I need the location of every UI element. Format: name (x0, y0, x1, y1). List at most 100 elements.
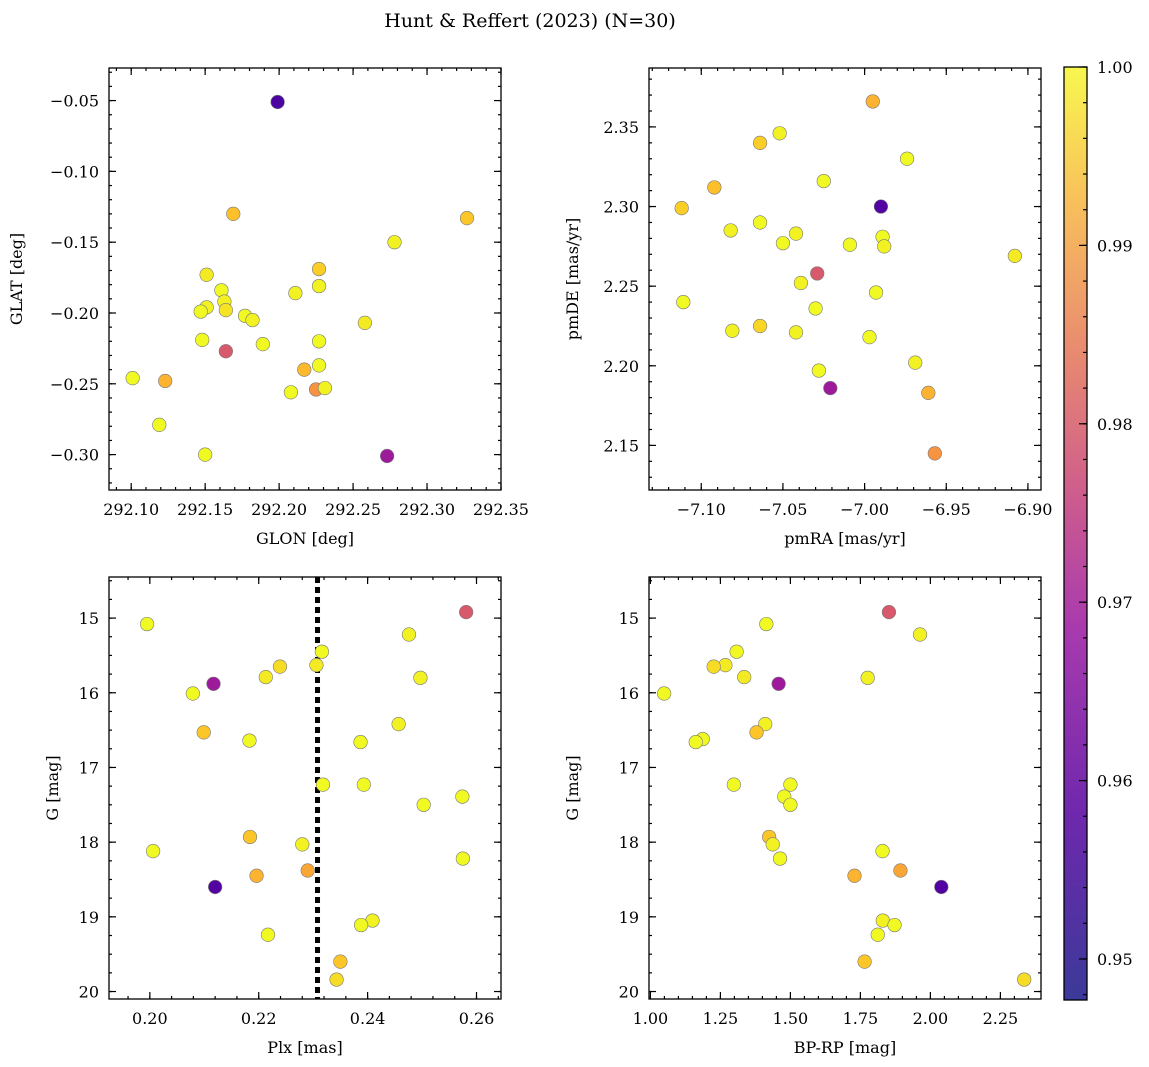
data-point (752, 135, 768, 150)
data-point (140, 616, 155, 632)
y-tick-label: −0.15 (50, 233, 99, 252)
data-point (245, 312, 260, 328)
data-point (1007, 248, 1022, 264)
y-tick-label: −0.05 (50, 92, 99, 111)
x-tick-label: −6.95 (922, 500, 971, 519)
x-tick-label: 292.25 (325, 500, 381, 519)
data-point (810, 266, 825, 281)
data-point (455, 789, 470, 804)
data-point (865, 94, 880, 109)
data-point (808, 301, 823, 316)
data-point (329, 972, 344, 987)
data-point (208, 879, 223, 895)
data-point (706, 659, 721, 674)
panel-pmra-pmde: −7.10 −7.05 −7.00 −6.95 −6.90 2.15 2.20 2.25 2.3… (563, 67, 1052, 548)
data-point (255, 337, 270, 352)
data-point (158, 373, 173, 389)
data-point (311, 278, 327, 294)
data-point (317, 380, 333, 396)
x-tick-label: 0.22 (241, 1009, 277, 1028)
data-point (300, 863, 315, 878)
y-tick-label: 2.15 (603, 436, 639, 455)
colorbar-tick-label: 0.95 (1097, 950, 1133, 969)
data-point (199, 267, 214, 282)
data-point (260, 927, 276, 942)
data-point (1017, 972, 1032, 987)
y-tick-label: 15 (619, 609, 639, 628)
plot-frame (108, 576, 502, 1000)
y-axis-label: G [mag] (43, 755, 62, 820)
data-point (353, 734, 368, 750)
data-point (226, 206, 241, 221)
y-tick-label: 2.35 (603, 118, 639, 137)
data-point (908, 355, 923, 370)
data-point (198, 447, 213, 462)
panel-glon-glat: 292.10 292.15 292.20 292.25 292.30 292.35 −0.3… (7, 67, 529, 548)
colorbar-tick-label: 0.98 (1097, 415, 1133, 434)
data-point (899, 151, 915, 166)
data-point (196, 725, 211, 740)
data-point (887, 917, 902, 933)
x-tick-label: 0.20 (132, 1009, 168, 1028)
data-point (771, 676, 786, 691)
colorbar-tick-label: 0.96 (1097, 772, 1133, 791)
data-point (185, 686, 200, 701)
x-tick-label: 2.00 (913, 1009, 949, 1028)
data-point (249, 868, 264, 883)
data-point (401, 627, 417, 642)
data-point (459, 211, 475, 226)
y-tick-label: 18 (79, 833, 99, 852)
x-axis-label: BP-RP [mag] (794, 1038, 896, 1057)
y-tick-label: 20 (619, 983, 639, 1002)
data-point (752, 318, 768, 334)
y-tick-label: 19 (619, 908, 639, 927)
x-tick-label: 292.15 (177, 500, 233, 519)
data-point (783, 777, 798, 792)
data-point (912, 627, 928, 642)
data-point (387, 235, 402, 250)
colorbar-tick-label: 0.97 (1097, 593, 1133, 612)
data-point (379, 448, 395, 464)
data-point (288, 286, 303, 301)
y-tick-label: 17 (79, 758, 99, 777)
data-point (195, 332, 210, 347)
data-point (353, 917, 369, 933)
y-tick-label: −0.25 (50, 375, 99, 394)
data-point (295, 837, 310, 852)
x-axis-label: pmRA [mas/yr] (784, 529, 906, 548)
y-tick-label: 2.20 (603, 357, 639, 376)
y-axis-label: pmDE [mas/yr] (563, 218, 582, 341)
y-tick-label: 19 (79, 908, 99, 927)
data-point (357, 315, 373, 330)
data-point (877, 239, 892, 254)
y-tick-label: −0.20 (50, 304, 99, 323)
data-point (842, 237, 858, 252)
data-point (788, 325, 804, 340)
data-point (759, 616, 774, 632)
x-tick-label: 292.30 (399, 500, 455, 519)
x-tick-label: 1.50 (773, 1009, 809, 1028)
data-point (657, 686, 672, 701)
colorbar: 0.95 0.96 0.97 0.98 0.99 1.00 (1063, 58, 1133, 1001)
x-tick-label: 0.24 (350, 1009, 386, 1028)
data-point (772, 851, 788, 866)
y-tick-label: 15 (79, 609, 99, 628)
colorbar-tick-label: 0.99 (1097, 236, 1133, 255)
data-point (218, 303, 233, 318)
data-point (459, 605, 474, 620)
data-point (272, 659, 288, 674)
y-tick-label: 2.30 (603, 198, 639, 217)
x-tick-label: −6.90 (1003, 500, 1052, 519)
data-point (870, 927, 885, 942)
data-point (857, 954, 872, 969)
data-point (314, 644, 329, 659)
data-point (674, 201, 689, 216)
panel-plx-g: 0.20 0.22 0.24 0.26 15 16 17 18 19 20 Plx [mas] G [… (43, 576, 502, 1057)
data-point (893, 863, 908, 878)
x-tick-label: 1.75 (843, 1009, 879, 1028)
plot-frame (648, 67, 1042, 491)
data-point (921, 385, 936, 400)
data-point (726, 777, 741, 792)
data-point (283, 385, 299, 400)
data-point (723, 223, 738, 238)
